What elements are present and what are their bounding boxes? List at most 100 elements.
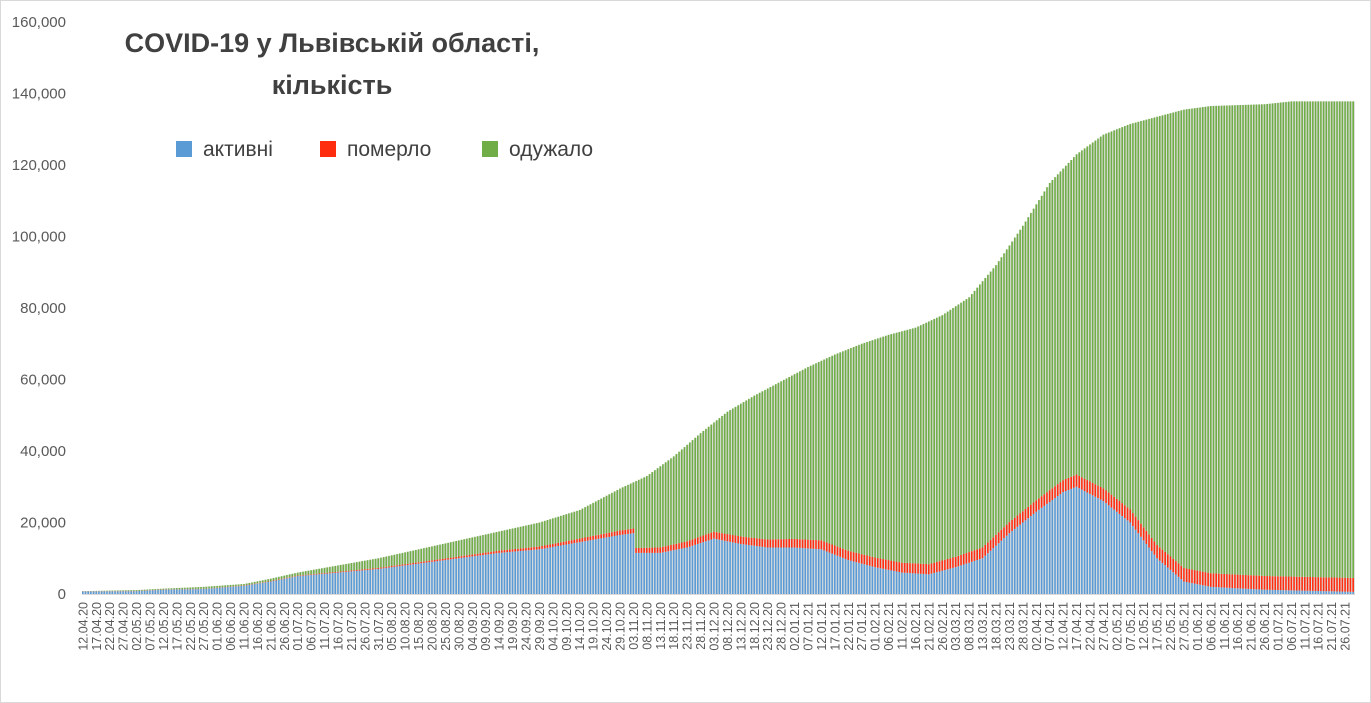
bar-gap <box>902 331 904 594</box>
bar-active <box>871 566 874 594</box>
bar-died <box>1083 478 1086 492</box>
bar-recovered <box>879 337 882 559</box>
bar-gap <box>588 505 590 594</box>
bar-active <box>323 573 326 594</box>
bar-recovered <box>339 564 342 572</box>
bar-active <box>286 578 288 594</box>
bar-active <box>463 557 466 594</box>
bar-recovered <box>296 572 299 576</box>
bar-recovered <box>713 422 715 532</box>
bar-gap <box>1037 204 1039 594</box>
bar-died <box>637 547 640 553</box>
bar-active <box>734 542 737 594</box>
bar-gap <box>806 368 808 594</box>
y-tick-label: 60,000 <box>20 372 66 389</box>
bar-died <box>1118 501 1121 514</box>
bar-gap <box>376 558 378 594</box>
bar-active <box>648 552 651 594</box>
bar-gap <box>712 424 714 594</box>
bar-recovered <box>363 560 366 570</box>
x-tick-label: 27.05.21 <box>1177 602 1191 651</box>
bar-gap <box>1262 104 1264 594</box>
bar-died <box>345 570 347 572</box>
bar-gap <box>196 587 198 594</box>
bar-recovered <box>1121 127 1124 504</box>
bar-active <box>406 565 409 594</box>
bar-active <box>138 591 141 594</box>
bar-recovered <box>1266 103 1269 577</box>
bar-active <box>1000 540 1003 594</box>
bar-recovered <box>1129 123 1132 510</box>
bar-recovered <box>603 497 605 534</box>
bar-gap <box>655 470 657 594</box>
bar-active <box>979 559 981 594</box>
bar-active <box>122 591 124 594</box>
bar-active <box>603 537 605 594</box>
bar-active <box>1048 501 1051 594</box>
bar-recovered <box>1242 104 1244 575</box>
bar-gap <box>226 585 228 594</box>
bar-gap <box>937 317 939 594</box>
bar-died <box>1228 574 1231 588</box>
bar-recovered <box>573 511 576 540</box>
bar-recovered <box>729 410 731 535</box>
bar-recovered <box>705 428 707 535</box>
bar-active <box>1244 588 1247 594</box>
bar-gap <box>467 538 469 594</box>
bar-active <box>331 573 334 594</box>
bar-gap <box>755 395 757 594</box>
bar-gap <box>306 571 308 594</box>
bar-died <box>1274 576 1277 590</box>
bar-recovered <box>396 554 398 566</box>
bar-active <box>799 547 801 594</box>
bar-active <box>240 585 243 594</box>
bar-recovered <box>557 516 560 543</box>
bar-gap <box>1208 106 1210 595</box>
x-tick-label: 21.06.20 <box>264 602 278 651</box>
bar-gap <box>1257 104 1259 595</box>
bar-gap <box>258 581 260 594</box>
bar-active <box>879 568 882 594</box>
bar-gap <box>1069 162 1071 594</box>
bar-active <box>388 567 390 594</box>
bar-recovered <box>1261 104 1263 576</box>
bar-recovered <box>1317 101 1320 578</box>
bar-gap <box>252 582 254 594</box>
bar-recovered <box>903 330 906 563</box>
bar-recovered <box>868 341 871 557</box>
bar-recovered <box>600 498 602 535</box>
bar-gap <box>580 509 582 594</box>
bar-active <box>1024 520 1027 594</box>
bar-recovered <box>973 290 976 551</box>
bar-recovered <box>1142 120 1145 528</box>
x-tick-label: 21.02.21 <box>922 602 936 651</box>
bar-gap <box>1123 127 1125 594</box>
bar-died <box>321 573 323 574</box>
bar-gap <box>1088 146 1090 594</box>
bar-died <box>605 533 608 538</box>
bar-recovered <box>970 294 973 552</box>
bar-active <box>1255 589 1258 594</box>
bar-gap <box>999 261 1001 594</box>
x-tick-label: 07.04.21 <box>1043 602 1057 651</box>
bar-recovered <box>1164 114 1166 552</box>
bar-gap <box>1190 108 1192 595</box>
bar-died <box>1231 574 1234 588</box>
x-tick-label: 16.07.21 <box>1312 602 1326 651</box>
bar-gap <box>134 590 136 594</box>
x-tick-label: 06.07.20 <box>305 602 319 651</box>
bar-recovered <box>893 333 895 562</box>
bar-active <box>1191 583 1193 594</box>
bar-died <box>903 562 906 573</box>
bar-active <box>809 548 812 594</box>
bar-active <box>393 566 396 594</box>
x-tick-label: 01.06.20 <box>211 602 225 651</box>
bar-active <box>345 571 347 594</box>
y-tick-label: 140,000 <box>12 86 66 103</box>
bar-gap <box>1012 241 1014 594</box>
bar-recovered <box>1325 101 1328 578</box>
bar-recovered <box>1183 109 1185 569</box>
bar-gap <box>158 588 160 594</box>
bar-died <box>648 547 651 553</box>
bar-gap <box>977 287 980 594</box>
